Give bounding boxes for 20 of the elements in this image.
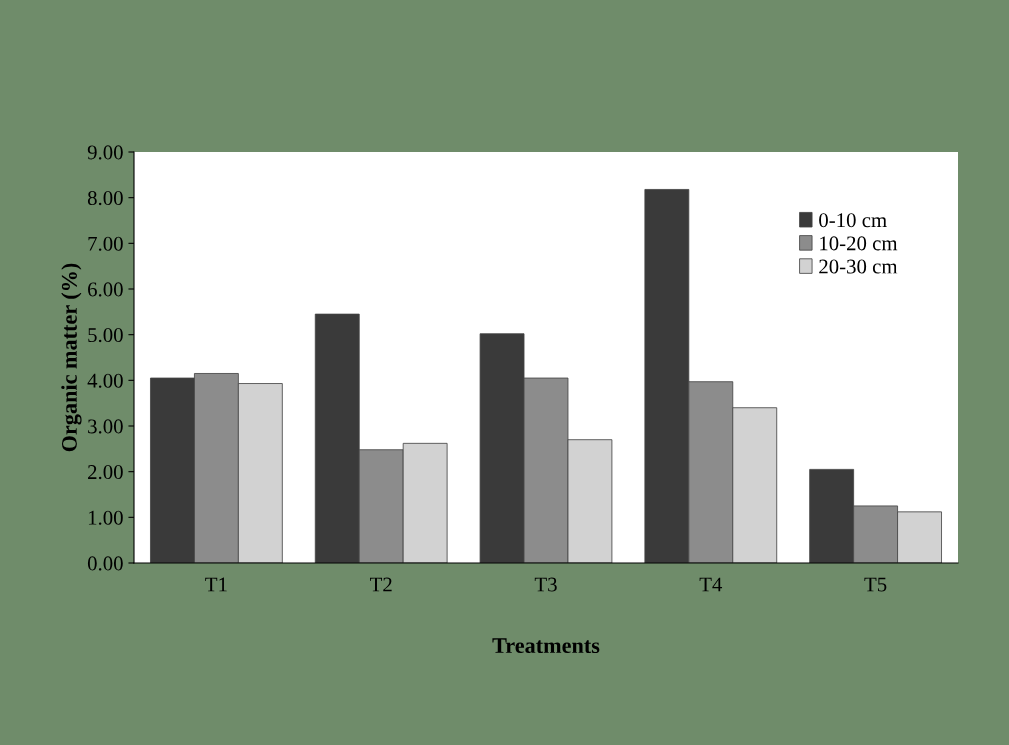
y-tick-label: 4.00 [87,373,123,388]
y-tick-label: 2.00 [88,465,123,480]
y-tick-label: 1.00 [88,510,123,525]
legend-label: 20-30 cm [819,259,898,274]
x-tick-label: T1 [205,577,227,592]
y-tick-label: 9.00 [87,145,123,160]
x-tick-label: T5 [864,577,887,592]
x-axis-title: Treatments [492,638,600,654]
y-tick-label: 3.00 [88,419,123,434]
y-tick-label: 7.00 [88,236,123,251]
x-tick-label: T3 [534,577,557,592]
y-tick-label: 6.00 [88,282,123,297]
y-axis-title: Organic matter (%) [61,263,82,452]
legend-label: 0-10 cm [819,213,887,228]
y-tick-label: 8.00 [87,191,123,206]
x-tick-label: T4 [699,577,723,592]
y-tick-label: 0.00 [87,556,123,571]
x-tick-label: T2 [370,577,392,592]
y-tick-label: 5.00 [88,328,123,343]
legend-label: 10-20 cm [820,236,898,251]
